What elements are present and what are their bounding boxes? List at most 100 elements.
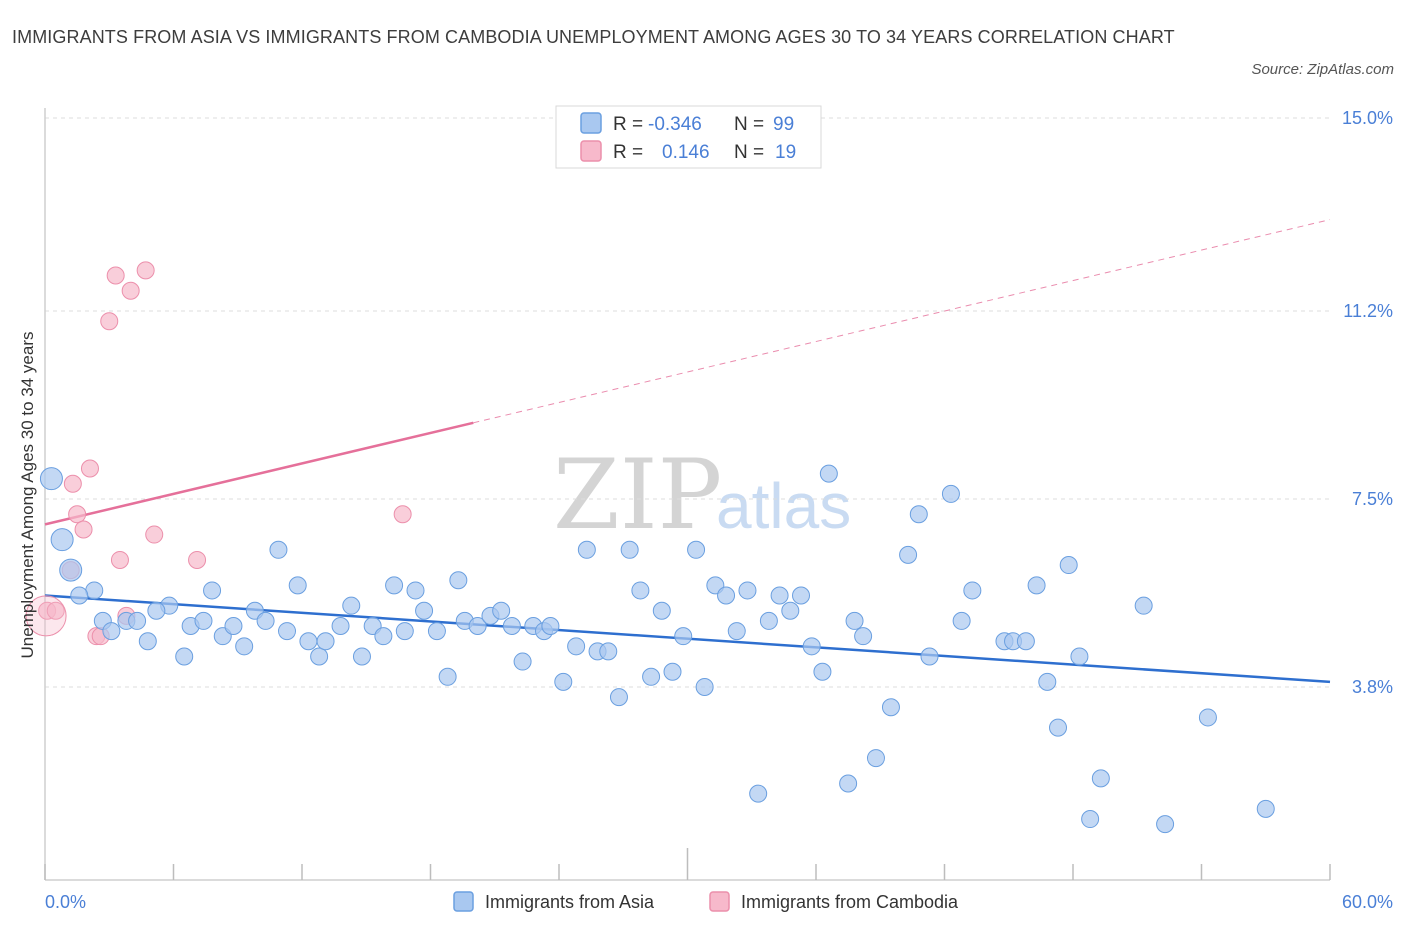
point-asia xyxy=(1134,596,1153,615)
point-asia xyxy=(541,617,560,635)
point-asia xyxy=(738,581,757,600)
point-asia xyxy=(316,632,335,651)
point-cambodia xyxy=(188,550,207,569)
point-cambodia xyxy=(145,525,164,544)
point-cambodia xyxy=(80,459,99,478)
point-asia xyxy=(1198,708,1217,727)
legend-r-label-cambodia: R = xyxy=(613,142,643,163)
legend-r-value-cambodia: 0.146 xyxy=(662,142,710,163)
point-asia xyxy=(663,662,682,681)
point-asia xyxy=(1081,810,1100,829)
point-asia xyxy=(468,617,487,635)
point-asia xyxy=(50,528,74,552)
point-asia xyxy=(839,774,858,793)
point-asia xyxy=(1091,769,1110,788)
point-asia xyxy=(749,784,768,803)
point-asia xyxy=(395,622,414,641)
watermark-zip: ZIP xyxy=(553,439,722,551)
point-asia xyxy=(203,581,222,600)
point-asia xyxy=(963,581,982,600)
point-asia xyxy=(881,698,900,717)
point-asia xyxy=(175,647,194,666)
legend-n-label-asia: N = xyxy=(734,114,764,135)
correlation-legend: R = -0.346 N = 99 R = 0.146 N = 19 xyxy=(555,105,822,169)
point-asia xyxy=(438,667,457,686)
point-asia xyxy=(567,637,586,656)
legend-n-value-asia: 99 xyxy=(773,114,794,135)
point-asia xyxy=(652,601,671,620)
point-asia xyxy=(866,749,885,768)
point-asia xyxy=(278,622,297,641)
data-points xyxy=(25,261,1275,834)
point-asia xyxy=(352,647,371,666)
point-asia xyxy=(138,632,157,651)
series-legend-label-asia: Immigrants from Asia xyxy=(485,892,655,912)
series-legend-swatch-asia xyxy=(453,891,474,912)
x-tick-label: 60.0% xyxy=(1342,892,1393,912)
point-asia xyxy=(449,571,468,590)
point-asia xyxy=(952,611,971,630)
point-asia xyxy=(288,576,307,595)
point-asia xyxy=(941,484,960,503)
point-asia xyxy=(781,601,800,620)
point-asia xyxy=(502,617,521,635)
point-asia xyxy=(577,540,596,559)
point-asia xyxy=(1156,815,1175,834)
point-asia xyxy=(792,586,811,605)
point-asia xyxy=(631,581,650,600)
point-cambodia xyxy=(74,520,93,539)
point-asia xyxy=(70,586,89,605)
point-asia xyxy=(687,540,706,559)
point-asia xyxy=(599,642,618,661)
point-asia xyxy=(147,601,166,620)
point-asia xyxy=(385,576,404,595)
point-asia xyxy=(513,652,532,671)
point-cambodia xyxy=(136,261,155,280)
point-asia xyxy=(620,540,639,559)
point-asia xyxy=(256,611,275,630)
point-asia xyxy=(695,677,714,696)
point-asia xyxy=(342,596,361,615)
point-asia xyxy=(427,622,446,641)
point-asia xyxy=(920,647,939,666)
point-asia xyxy=(1059,556,1078,575)
series-legend-label-cambodia: Immigrants from Cambodia xyxy=(741,892,959,912)
legend-n-label-cambodia: N = xyxy=(734,142,764,163)
point-asia xyxy=(554,672,573,691)
point-asia xyxy=(492,601,511,620)
point-cambodia xyxy=(106,266,125,285)
point-asia xyxy=(224,617,243,635)
point-asia xyxy=(59,558,83,582)
point-asia xyxy=(1049,718,1068,737)
point-asia xyxy=(845,611,864,630)
y-axis-title: Unemployment Among Ages 30 to 34 years xyxy=(18,332,37,659)
point-asia xyxy=(102,622,121,641)
point-asia xyxy=(1256,799,1275,818)
trend-line-cambodia xyxy=(44,421,474,526)
series-legend-swatch-cambodia xyxy=(709,891,730,912)
point-asia xyxy=(415,601,434,620)
point-asia xyxy=(909,505,928,524)
point-asia xyxy=(759,611,778,630)
point-asia xyxy=(727,622,746,641)
point-asia xyxy=(674,627,693,646)
point-asia xyxy=(331,617,350,635)
trend-line-cambodia-extension xyxy=(473,219,1331,424)
point-asia xyxy=(770,586,789,605)
point-asia xyxy=(406,581,425,600)
point-asia xyxy=(1038,672,1057,691)
point-asia xyxy=(85,581,104,600)
point-cambodia xyxy=(63,474,82,493)
point-asia xyxy=(854,627,873,646)
source-label: Source: ZipAtlas.com xyxy=(1251,61,1394,78)
legend-r-label-asia: R = xyxy=(613,114,643,135)
point-asia xyxy=(39,467,63,491)
point-asia xyxy=(899,545,918,564)
point-asia xyxy=(802,637,821,656)
legend-swatch-cambodia xyxy=(580,140,602,162)
point-asia xyxy=(128,611,147,630)
point-asia xyxy=(1016,632,1035,651)
point-asia xyxy=(717,586,736,605)
x-tick-label: 0.0% xyxy=(45,892,86,912)
